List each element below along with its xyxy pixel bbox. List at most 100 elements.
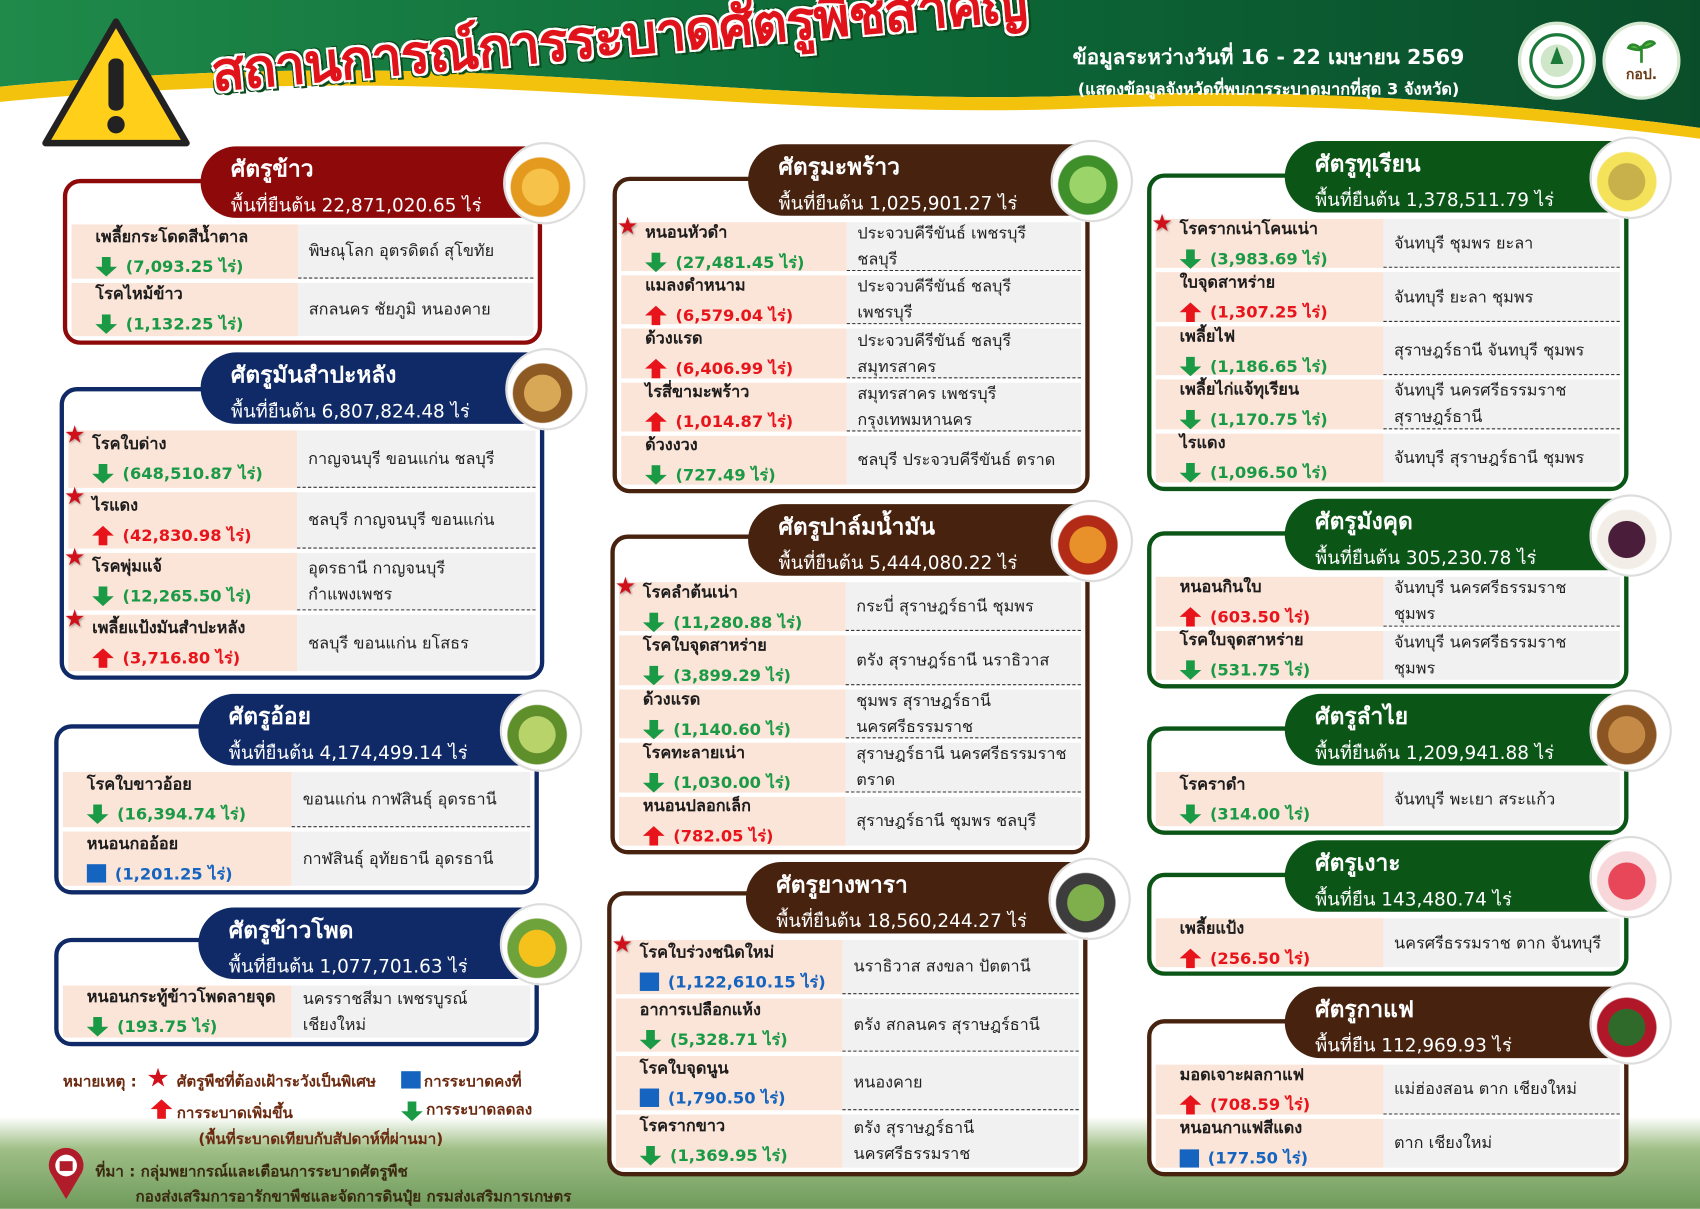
- pest-row: โรคใบจุดสาหร่าย (531.75 ไร่) จันทบุรี นครศ…: [1155, 630, 1620, 681]
- card-header: ศัตรูเงาะ พื้นที่ยืน 143,480.74 ไร่: [1284, 840, 1642, 912]
- pest-info: ด้วงแรด (6,406.99 ไร่): [621, 329, 847, 379]
- pest-amount-line: (3,716.80 ไร่): [92, 645, 293, 671]
- planted-area: พื้นที่ยืนต้น 4,174,499.14 ไร่: [228, 742, 468, 765]
- pest-list: หนอนกระทู้ข้าวโพดลายจุด (193.75 ไร่) นครรา…: [62, 985, 531, 1040]
- pest-amount-line: (16,394.74 ไร่): [86, 801, 288, 827]
- stable-square-icon: [639, 972, 660, 992]
- down-arrow-icon: [642, 665, 665, 686]
- provinces: ประจวบคีรีขันธ์ ชลบุรี สมุทรสาคร: [846, 328, 1081, 378]
- pest-name: โรคทะลายเน่า: [642, 742, 746, 763]
- card-header: ศัตรูลำไย พื้นที่ยืนต้น 1,209,941.88 ไร่: [1284, 693, 1642, 766]
- card-title: ศัตรูกาแฟ: [1315, 996, 1414, 1023]
- pest-amount-line: (708.59 ไร่): [1179, 1092, 1379, 1118]
- pest-name: ไรแดง: [92, 495, 139, 515]
- pest-name: ด้วงแรด: [645, 328, 703, 349]
- provinces: ตรัง สุราษฎร์ธานี นราธิวาส: [845, 635, 1081, 686]
- pest-list: เพลี้ยแป้ง (256.50 ไร่) นครศรีธรรมราช ตาก …: [1155, 918, 1620, 968]
- pest-amount: (42,830.98 ไร่): [122, 525, 252, 546]
- provinces: ประจวบคีรีขันธ์ เพชรบุรี ชลบุรี: [846, 222, 1081, 272]
- provinces: จันทบุรี นครศรีธรรมราช ชุมพร: [1383, 630, 1620, 680]
- longan-photo-icon: [1589, 689, 1672, 772]
- cassava-photo-icon: [505, 348, 588, 431]
- provinces-text: ชลบุรี ประจวบคีรีขันธ์ ตราด: [857, 450, 1056, 470]
- provinces: จันทบุรี นครศรีธรรมราช สุราษฎร์ธานี: [1383, 379, 1620, 429]
- provinces-text: ประจวบคีรีขันธ์ ชลบุรี สมุทรสาคร: [857, 330, 1012, 376]
- planted-area: พื้นที่ยืนต้น 6,807,824.48 ไร่: [230, 401, 470, 423]
- pest-info: โรคพุ่มแจ้ (12,265.50 ไร่): [68, 552, 298, 610]
- stable-square-icon: [86, 864, 107, 883]
- pest-row: ★ ไรแดง (42,830.98 ไร่) ชลบุรี กาญจนบุรี ขอ…: [64, 485, 536, 549]
- pest-info: โรคใบจุดสาหร่าย (3,899.29 ไร่): [619, 635, 846, 686]
- provinces-text: กาญจนบุรี ขอนแก่น ชลบุรี: [308, 448, 495, 469]
- pest-amount: (1,122,610.15 ไร่): [667, 972, 826, 992]
- pest-info: ด้วงงวง (727.49 ไร่): [621, 435, 847, 486]
- pest-amount: (1,307.25 ไร่): [1209, 302, 1328, 323]
- pest-amount: (5,328.71 ไร่): [670, 1030, 788, 1050]
- planted-area: พื้นที่ยืนต้น 1,077,701.63 ไร่: [228, 956, 468, 978]
- pest-name: โรคใบจุดสาหร่าย: [1179, 630, 1304, 650]
- pest-amount-line: (782.05 ไร่): [642, 823, 841, 849]
- pest-amount-line: (193.75 ไร่): [86, 1014, 288, 1040]
- emblem-icon: [1529, 33, 1585, 89]
- card-title: ศัตรูอ้อย: [228, 703, 311, 730]
- pest-amount-line: (603.50 ไร่): [1179, 604, 1379, 630]
- pest-name: หนอนกินใบ: [1179, 576, 1262, 597]
- star-icon: ★: [63, 421, 86, 449]
- pest-amount: (12,265.50 ไร่): [122, 586, 252, 607]
- pest-list: หนอนกินใบ (603.50 ไร่) จันทบุรี นครศรีธรรม…: [1155, 576, 1620, 681]
- pest-amount-line: (1,790.50 ไร่): [639, 1085, 839, 1111]
- pest-amount: (1,140.60 ไร่): [673, 719, 791, 739]
- pest-amount-line: (177.50 ไร่): [1179, 1145, 1379, 1171]
- pest-amount: (727.49 ไร่): [675, 465, 776, 486]
- pest-row: ด้วงแรด (1,140.60 ไร่) ชุมพร สุราษฎร์ธานี …: [619, 689, 1081, 739]
- up-arrow-icon: [1179, 302, 1202, 323]
- down-arrow-icon: [639, 1146, 662, 1166]
- pest-name: โรคไหม้ข้าว: [95, 284, 183, 304]
- pest-row: เพลี้ยแป้ง (256.50 ไร่) นครศรีธรรมราช ตาก …: [1155, 918, 1620, 968]
- pest-row: เพลี้ยไก่แจ้ทุเรียน (1,170.75 ไร่) จันทบุร…: [1155, 379, 1620, 430]
- pest-name: เพลี้ยไก่แจ้ทุเรียน: [1179, 379, 1300, 399]
- header-banner: [0, 0, 1700, 139]
- pest-list: มอดเจาะผลกาแฟ (708.59 ไร่) แม่ฮ่องสอน ตาก …: [1155, 1064, 1620, 1171]
- pest-list: ★ โรคลำต้นเน่า (11,280.88 ไร่) กระบี่ สุราษ…: [615, 575, 1081, 847]
- pest-amount: (782.05 ไร่): [673, 826, 774, 847]
- provinces-text: สกลนคร ชัยภูมิ หนองคาย: [308, 299, 491, 320]
- planted-area: พื้นที่ยืนต้น 5,444,080.22 ไร่: [778, 552, 1018, 575]
- provinces: กาญจนบุรี ขอนแก่น ชลบุรี: [297, 430, 536, 488]
- pest-amount-line: (531.75 ไร่): [1179, 657, 1379, 683]
- provinces-text: สุราษฎร์ธานี จันทบุรี ชุมพร: [1393, 340, 1585, 360]
- pest-amount: (1,030.00 ไร่): [673, 772, 791, 793]
- legend-stable: การระบาดคงที่: [423, 1073, 522, 1091]
- up-arrow-icon: [1179, 606, 1202, 627]
- pest-amount-line: (1,014.87 ไร่): [645, 409, 842, 435]
- pest-amount-line: (256.50 ไร่): [1179, 945, 1379, 971]
- pest-amount: (27,481.45 ไร่): [675, 252, 805, 272]
- card-title: ศัตรูลำไย: [1315, 703, 1409, 730]
- pest-info: เพลี้ยแป้งมันสำปะหลัง (3,716.80 ไร่): [68, 614, 298, 672]
- pest-info: โรครากขาว (1,369.95 ไร่): [615, 1114, 843, 1168]
- pest-amount-line: (12,265.50 ไร่): [92, 584, 293, 610]
- provinces: สุราษฎร์ธานี ชุมพร ชลบุรี: [845, 796, 1081, 846]
- pest-name: ด้วงงวง: [645, 435, 698, 455]
- up-arrow-icon: [645, 358, 667, 379]
- provinces-text: ขอนแก่น กาฬสินธุ์ อุดรธานี: [302, 789, 497, 809]
- provinces-text: จันทบุรี นครศรีธรรมราช สุราษฎร์ธานี: [1393, 381, 1567, 427]
- provinces-text: พิษณุโลก อุตรดิตถ์ สุโขทัย: [308, 240, 495, 261]
- down-arrow-icon: [92, 586, 114, 607]
- pest-info: โรครากเน่าโคนเน่า (3,983.69 ไร่): [1155, 219, 1384, 269]
- pest-info: โรคลำต้นเน่า (11,280.88 ไร่): [619, 582, 846, 632]
- provinces: ประจวบคีรีขันธ์ ชลบุรี เพชรบุรี: [846, 275, 1081, 325]
- pest-name: ใบจุดสาหร่าย: [1179, 272, 1276, 292]
- down-arrow-icon: [639, 1030, 662, 1050]
- pest-amount: (6,579.04 ไร่): [675, 305, 794, 326]
- provinces: ตรัง สุราษฎร์ธานี นครศรีธรรมราช: [842, 1114, 1079, 1168]
- pest-info: อาการเปลือกแห้ง (5,328.71 ไร่): [615, 998, 843, 1052]
- star-icon: ★: [63, 544, 86, 572]
- provinces-text: ประจวบคีรีขันธ์ ชลบุรี เพชรบุรี: [857, 276, 1012, 323]
- star-icon: ★: [614, 573, 637, 601]
- card-header: ศัตรูมะพร้าว พื้นที่ยืนต้น 1,025,901.27 ไ…: [748, 144, 1103, 216]
- pest-name: โรคใบจุดนูน: [639, 1057, 729, 1078]
- pest-amount-line: (1,096.50 ไร่): [1179, 460, 1379, 486]
- provinces: จันทบุรี นครศรีธรรมราช ชุมพร: [1383, 576, 1620, 627]
